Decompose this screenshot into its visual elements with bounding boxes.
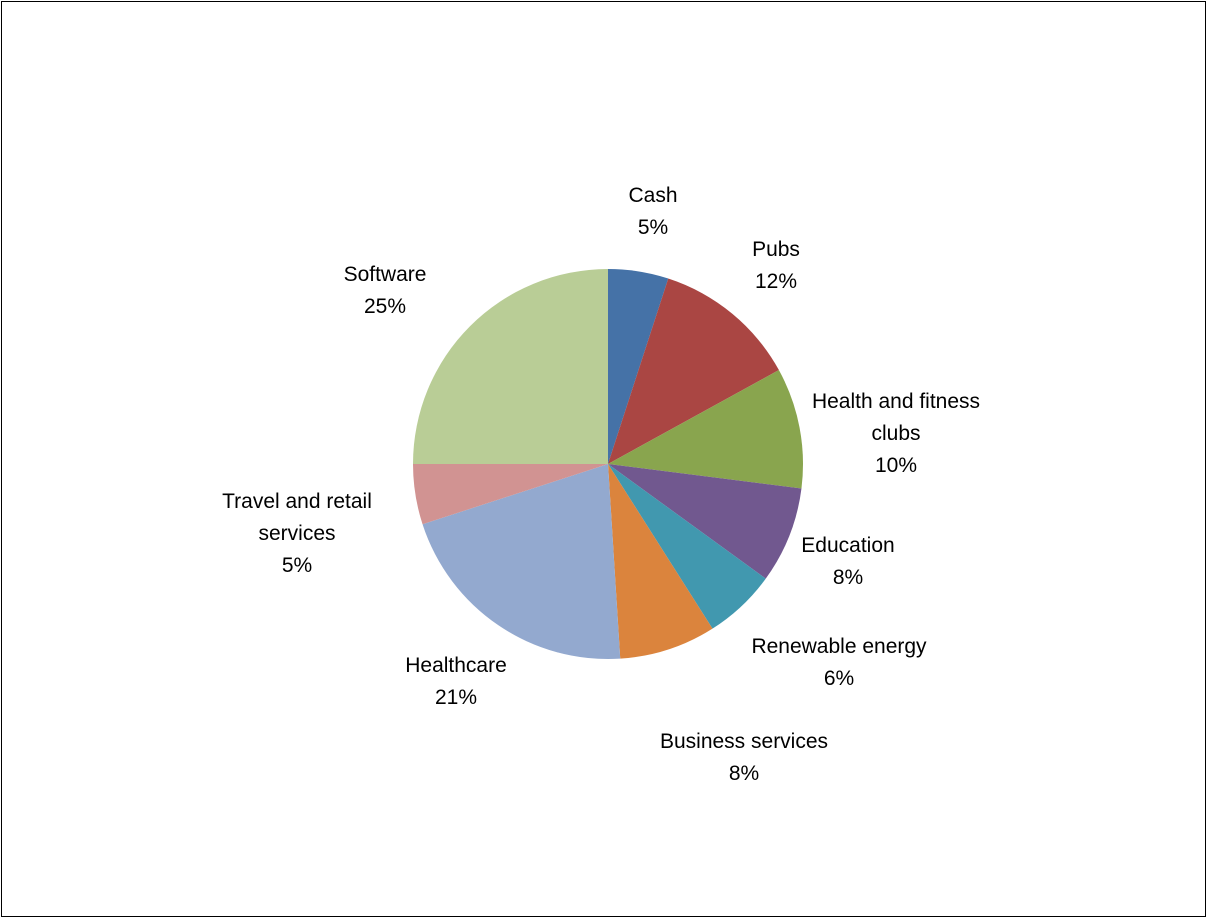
pie-slice-health-and-fitness-clubs — [608, 370, 803, 489]
pie-slice-software — [413, 269, 608, 464]
slice-percent: 5% — [282, 554, 312, 577]
slice-labels: Cash 5% Pubs 12% Health and fitness clubs 10% E… — [222, 184, 980, 785]
pie-slice-healthcare — [422, 464, 621, 660]
slice-name: Travel and retail — [222, 490, 372, 513]
slice-label-software: Software 25% — [344, 263, 427, 318]
pie-slice-pubs — [608, 278, 779, 464]
slice-name: Software — [344, 263, 427, 286]
pie-slice-renewable-energy — [608, 464, 766, 629]
slice-label-cash: Cash 5% — [628, 184, 677, 239]
slice-label-travel-and-retail-services: Travel and retail services 5% — [222, 490, 372, 577]
slice-name: Healthcare — [405, 654, 507, 677]
slice-label-business-services: Business services 8% — [660, 730, 828, 785]
slice-name: Cash — [628, 184, 677, 207]
pie-slices — [413, 269, 803, 660]
slice-percent: 25% — [364, 295, 406, 318]
slice-name: Business services — [660, 730, 828, 753]
slice-label-healthcare: Healthcare 21% — [405, 654, 507, 709]
slice-label-pubs: Pubs 12% — [752, 238, 800, 293]
slice-percent: 8% — [833, 566, 863, 589]
slice-label-education: Education 8% — [801, 534, 894, 589]
slice-percent: 21% — [435, 686, 477, 709]
slice-name: Renewable energy — [751, 635, 927, 658]
slice-name: Health and fitness — [812, 390, 980, 413]
pie-slice-cash — [608, 269, 669, 464]
pie-slice-business-services — [608, 464, 713, 659]
slice-name: Education — [801, 534, 894, 557]
slice-label-health-and-fitness-clubs: Health and fitness clubs 10% — [812, 390, 980, 477]
slice-percent: 8% — [729, 762, 759, 785]
slice-percent: 12% — [755, 270, 797, 293]
slice-name: clubs — [871, 422, 920, 445]
slice-percent: 6% — [824, 667, 854, 690]
slice-label-renewable-energy: Renewable energy 6% — [751, 635, 927, 690]
pie-slice-travel-and-retail-services — [413, 464, 608, 525]
pie-slice-education — [608, 464, 802, 579]
slice-name: Pubs — [752, 238, 800, 261]
slice-percent: 5% — [638, 216, 668, 239]
slice-name: services — [258, 522, 335, 545]
slice-percent: 10% — [875, 454, 917, 477]
